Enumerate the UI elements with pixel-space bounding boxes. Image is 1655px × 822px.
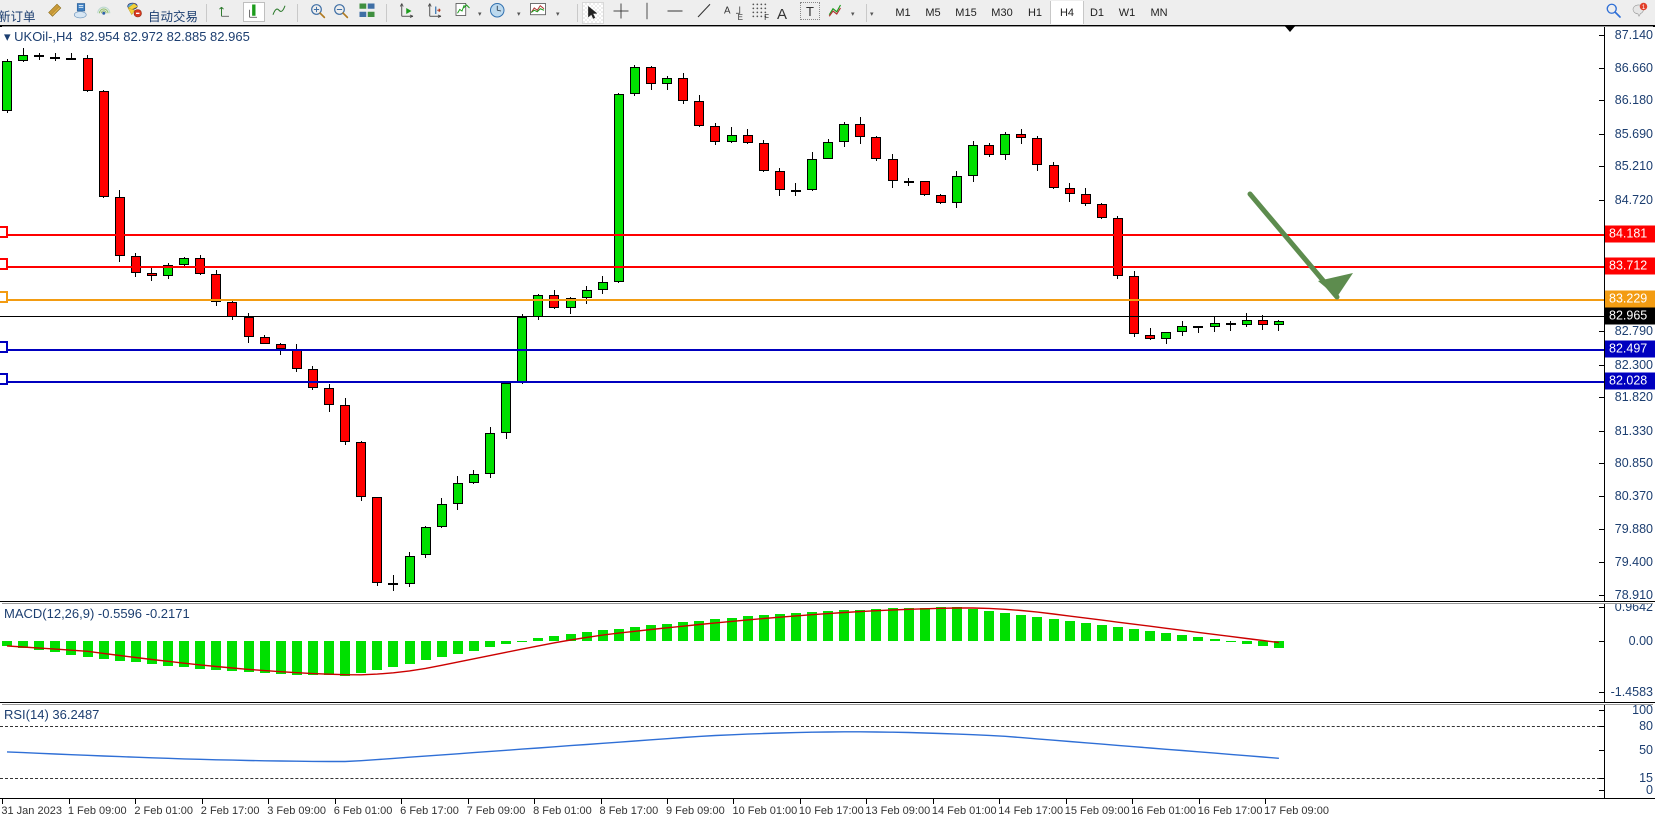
svg-text:A: A bbox=[724, 5, 731, 16]
